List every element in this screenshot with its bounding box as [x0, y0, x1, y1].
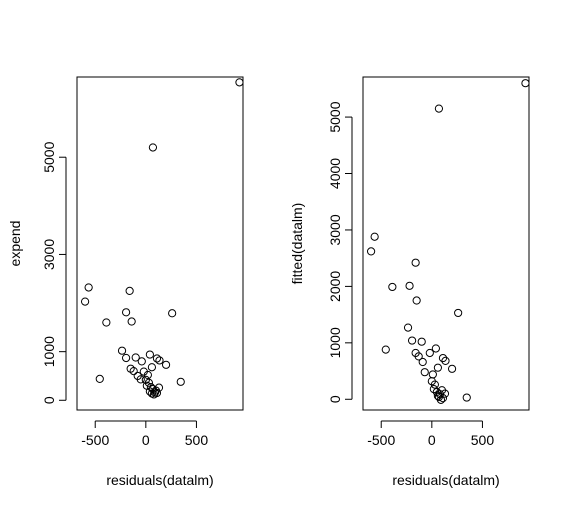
data-point [440, 389, 450, 398]
data-point [80, 297, 90, 306]
y-tick-label: 0 [327, 395, 343, 403]
data-point [155, 356, 164, 365]
data-point [403, 323, 413, 332]
data-point [370, 232, 379, 241]
left-scatter-panel: -500 0 5000100030005000residuals(datalm)ex… [7, 76, 244, 488]
data-point [131, 353, 140, 362]
x-tick-label: 500 [185, 432, 209, 448]
data-point [141, 375, 150, 384]
data-point [121, 353, 131, 363]
data-point [150, 388, 160, 397]
data-point [161, 360, 171, 369]
y-axis-label: fitted(datalm) [289, 203, 305, 285]
data-point [168, 309, 177, 318]
plot-frame [362, 76, 530, 411]
data-point [102, 318, 111, 327]
data-point [84, 283, 93, 292]
x-tick-label: 500 [471, 432, 495, 448]
y-tick-label: 0 [41, 396, 57, 404]
data-point [136, 375, 145, 384]
data-point [411, 258, 420, 267]
data-point [137, 357, 146, 366]
y-tick-label: 3000 [327, 214, 343, 245]
data-point [433, 363, 443, 372]
data-point [420, 368, 429, 377]
data-point [417, 337, 426, 346]
data-point [145, 350, 154, 359]
data-point [434, 392, 444, 402]
y-tick-label: 3000 [41, 239, 57, 270]
data-point [454, 308, 463, 318]
data-point [235, 78, 244, 87]
data-point [388, 282, 397, 292]
data-point [121, 308, 131, 317]
data-point [147, 363, 157, 372]
right-scatter-panel: -500 0 500010002000300040005000residuals(d… [289, 76, 530, 488]
data-point [462, 393, 471, 402]
data-point [418, 357, 427, 367]
data-point [381, 345, 390, 354]
data-point [521, 79, 530, 88]
x-tick-label: -500 [367, 432, 395, 448]
y-tick-label: 2000 [327, 271, 343, 302]
y-tick-label: 5000 [327, 101, 343, 132]
x-axis-label: residuals(datalm) [106, 472, 213, 488]
data-point [148, 143, 158, 152]
data-point [430, 380, 439, 389]
data-point [433, 391, 443, 400]
data-point [438, 394, 448, 403]
data-point [127, 317, 136, 326]
data-point [176, 377, 185, 386]
x-tick-label: 0 [428, 432, 436, 448]
data-point [447, 364, 457, 373]
data-point [438, 353, 448, 363]
data-point [414, 352, 423, 361]
data-point [407, 336, 417, 345]
data-point [405, 281, 414, 290]
plot-frame [76, 76, 244, 411]
data-point [95, 374, 104, 383]
data-point [441, 356, 450, 365]
y-axis-label: expend [7, 221, 23, 267]
data-point [152, 354, 162, 363]
data-point [117, 346, 127, 355]
data-point [154, 383, 164, 392]
data-point [125, 286, 134, 295]
data-point [143, 370, 152, 380]
data-point [431, 344, 440, 353]
data-point [412, 296, 421, 305]
y-tick-label: 1000 [327, 327, 343, 358]
y-tick-label: 4000 [327, 158, 343, 189]
y-tick-label: 1000 [41, 336, 57, 367]
data-point [429, 385, 438, 394]
x-tick-label: 0 [142, 432, 150, 448]
x-axis-label: residuals(datalm) [392, 472, 499, 488]
x-tick-label: -500 [81, 432, 109, 448]
y-tick-label: 5000 [41, 141, 57, 172]
data-point [425, 348, 434, 358]
data-point [434, 104, 444, 113]
data-point [129, 367, 138, 376]
data-point [366, 247, 376, 256]
